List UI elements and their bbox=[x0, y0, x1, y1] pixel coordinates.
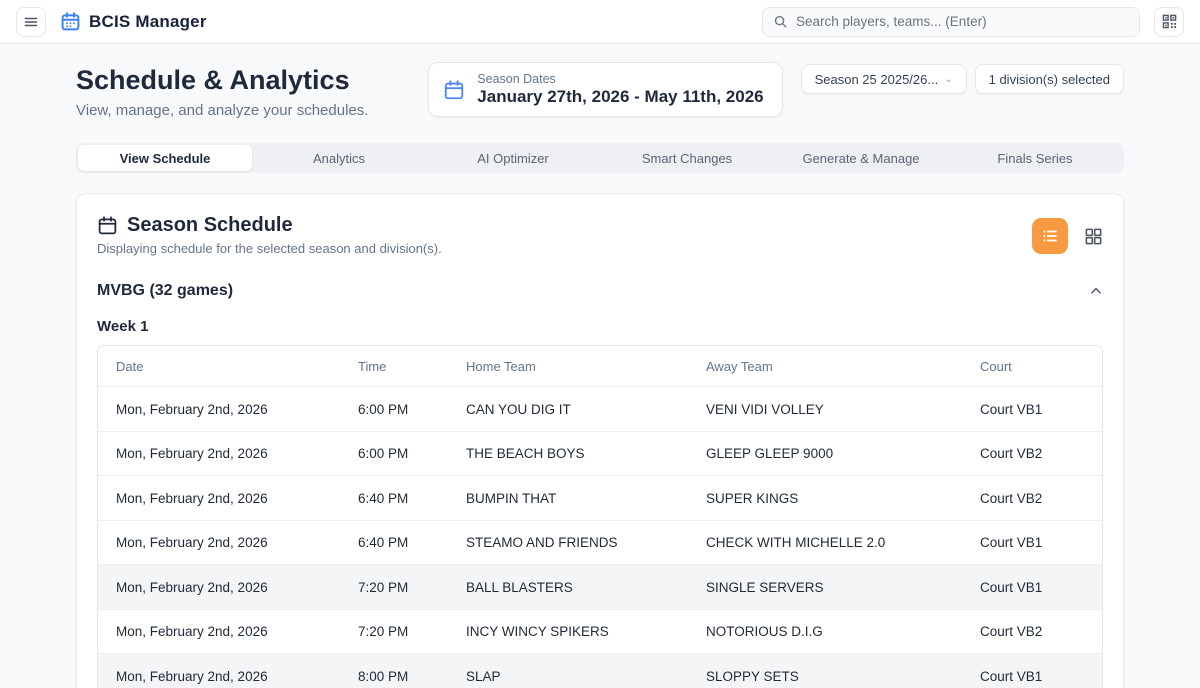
cell-time: 6:40 PM bbox=[358, 535, 409, 551]
cell-away-team: NOTORIOUS D.I.G bbox=[706, 624, 823, 640]
page-subtitle: View, manage, and analyze your schedules… bbox=[76, 102, 369, 120]
qr-code-icon bbox=[1162, 14, 1176, 29]
grid-icon bbox=[1085, 228, 1102, 245]
tab-bar: View Schedule Analytics AI Optimizer Sma… bbox=[76, 143, 1124, 174]
cell-court: Court VB1 bbox=[980, 535, 1043, 551]
cell-court: Court VB1 bbox=[980, 579, 1043, 595]
cell-away-team: VENI VIDI VOLLEY bbox=[706, 401, 824, 417]
cell-time: 7:20 PM bbox=[358, 579, 409, 595]
schedule-card-subtitle: Displaying schedule for the selected sea… bbox=[97, 241, 442, 257]
cell-time: 6:00 PM bbox=[358, 446, 409, 462]
app-title: BCIS Manager bbox=[89, 11, 207, 31]
cell-court: Court VB2 bbox=[980, 624, 1043, 640]
search-input[interactable] bbox=[796, 14, 1129, 29]
hamburger-icon bbox=[24, 17, 38, 26]
schedule-card-title: Season Schedule bbox=[127, 214, 293, 237]
cell-away-team: GLEEP GLEEP 9000 bbox=[706, 446, 834, 462]
list-view-button[interactable] bbox=[1032, 218, 1068, 255]
calendar-icon bbox=[97, 215, 118, 236]
cell-home-team: STEAMO AND FRIENDS bbox=[466, 535, 618, 551]
table-row[interactable]: Mon, February 2nd, 2026 6:00 PM CAN YOU … bbox=[98, 386, 1102, 431]
tab-smart-changes[interactable]: Smart Changes bbox=[641, 150, 733, 166]
season-dates-value: January 27th, 2026 - May 11th, 2026 bbox=[477, 87, 764, 106]
cell-date: Mon, February 2nd, 2026 bbox=[116, 446, 268, 462]
cell-date: Mon, February 2nd, 2026 bbox=[116, 579, 268, 595]
cell-time: 6:00 PM bbox=[358, 401, 409, 417]
cell-time: 6:40 PM bbox=[358, 490, 409, 506]
tab-analytics[interactable]: Analytics bbox=[312, 150, 366, 166]
table-row[interactable]: Mon, February 2nd, 2026 6:40 PM BUMPIN T… bbox=[98, 475, 1102, 520]
cell-home-team: SLAP bbox=[466, 668, 501, 684]
table-row[interactable]: Mon, February 2nd, 2026 7:20 PM INCY WIN… bbox=[98, 608, 1102, 654]
cell-date: Mon, February 2nd, 2026 bbox=[116, 624, 268, 640]
week-title: Week 1 bbox=[97, 318, 149, 336]
cell-home-team: INCY WINCY SPIKERS bbox=[466, 624, 609, 640]
cell-away-team: SLOPPY SETS bbox=[706, 668, 799, 684]
cell-court: Court VB1 bbox=[980, 401, 1043, 417]
cell-home-team: CAN YOU DIG IT bbox=[466, 401, 571, 417]
cell-court: Court VB1 bbox=[980, 668, 1043, 684]
search-icon bbox=[773, 14, 788, 29]
season-schedule-card: Season Schedule Displaying schedule for … bbox=[76, 193, 1124, 688]
cell-home-team: BUMPIN THAT bbox=[466, 490, 557, 506]
chevron-down-icon: ⌄ bbox=[944, 73, 953, 85]
division-header[interactable]: MVBG (32 games) bbox=[97, 282, 1103, 300]
table-header-row: Date Time Home Team Away Team Court bbox=[98, 346, 1102, 386]
qr-scan-button[interactable] bbox=[1154, 6, 1184, 37]
season-select[interactable]: Season 25 2025/26... ⌄ bbox=[800, 64, 967, 94]
cell-time: 7:20 PM bbox=[358, 624, 409, 640]
tab-generate-manage[interactable]: Generate & Manage bbox=[802, 150, 920, 166]
cell-court: Court VB2 bbox=[980, 490, 1043, 506]
schedule-table: Date Time Home Team Away Team Court Mon,… bbox=[97, 345, 1103, 688]
cell-date: Mon, February 2nd, 2026 bbox=[116, 668, 268, 684]
season-select-label: Season 25 2025/26... bbox=[814, 71, 939, 87]
cell-time: 8:00 PM bbox=[358, 668, 409, 684]
season-dates-card: Season Dates January 27th, 2026 - May 11… bbox=[428, 62, 783, 117]
column-header-court: Court bbox=[980, 358, 1012, 374]
table-row[interactable]: Mon, February 2nd, 2026 8:00 PM SLAP SLO… bbox=[98, 653, 1102, 688]
cell-away-team: CHECK WITH MICHELLE 2.0 bbox=[706, 535, 886, 551]
cell-date: Mon, February 2nd, 2026 bbox=[116, 535, 268, 551]
grid-view-button[interactable] bbox=[1084, 227, 1103, 246]
season-dates-label: Season Dates bbox=[477, 72, 556, 86]
column-header-home: Home Team bbox=[466, 358, 536, 374]
cell-away-team: SUPER KINGS bbox=[706, 490, 799, 506]
brand[interactable]: BCIS Manager bbox=[60, 11, 207, 32]
list-icon bbox=[1043, 230, 1057, 242]
tab-ai-optimizer[interactable]: AI Optimizer bbox=[477, 150, 549, 166]
division-select[interactable]: 1 division(s) selected bbox=[974, 64, 1124, 94]
top-bar: BCIS Manager bbox=[0, 0, 1200, 44]
column-header-date: Date bbox=[116, 358, 144, 374]
cell-court: Court VB2 bbox=[980, 446, 1043, 462]
table-row[interactable]: Mon, February 2nd, 2026 7:20 PM BALL BLA… bbox=[98, 564, 1102, 609]
division-select-label: 1 division(s) selected bbox=[988, 71, 1110, 87]
chevron-up-icon[interactable] bbox=[1089, 284, 1103, 298]
tab-view-schedule[interactable]: View Schedule bbox=[78, 145, 252, 172]
table-row[interactable]: Mon, February 2nd, 2026 6:40 PM STEAMO A… bbox=[98, 519, 1102, 565]
column-header-time: Time bbox=[358, 358, 387, 374]
cell-away-team: SINGLE SERVERS bbox=[706, 579, 824, 595]
hamburger-menu-button[interactable] bbox=[16, 6, 46, 37]
calendar-logo-icon bbox=[60, 11, 81, 32]
tab-finals-series[interactable]: Finals Series bbox=[997, 150, 1073, 166]
table-row[interactable]: Mon, February 2nd, 2026 6:00 PM THE BEAC… bbox=[98, 430, 1102, 476]
global-search[interactable] bbox=[762, 6, 1140, 37]
page-title: Schedule & Analytics bbox=[76, 65, 350, 95]
cell-home-team: THE BEACH BOYS bbox=[466, 446, 585, 462]
division-title: MVBG (32 games) bbox=[97, 282, 234, 300]
cell-home-team: BALL BLASTERS bbox=[466, 579, 573, 595]
cell-date: Mon, February 2nd, 2026 bbox=[116, 490, 268, 506]
cell-date: Mon, February 2nd, 2026 bbox=[116, 401, 268, 417]
column-header-away: Away Team bbox=[706, 358, 773, 374]
calendar-icon bbox=[443, 79, 465, 101]
